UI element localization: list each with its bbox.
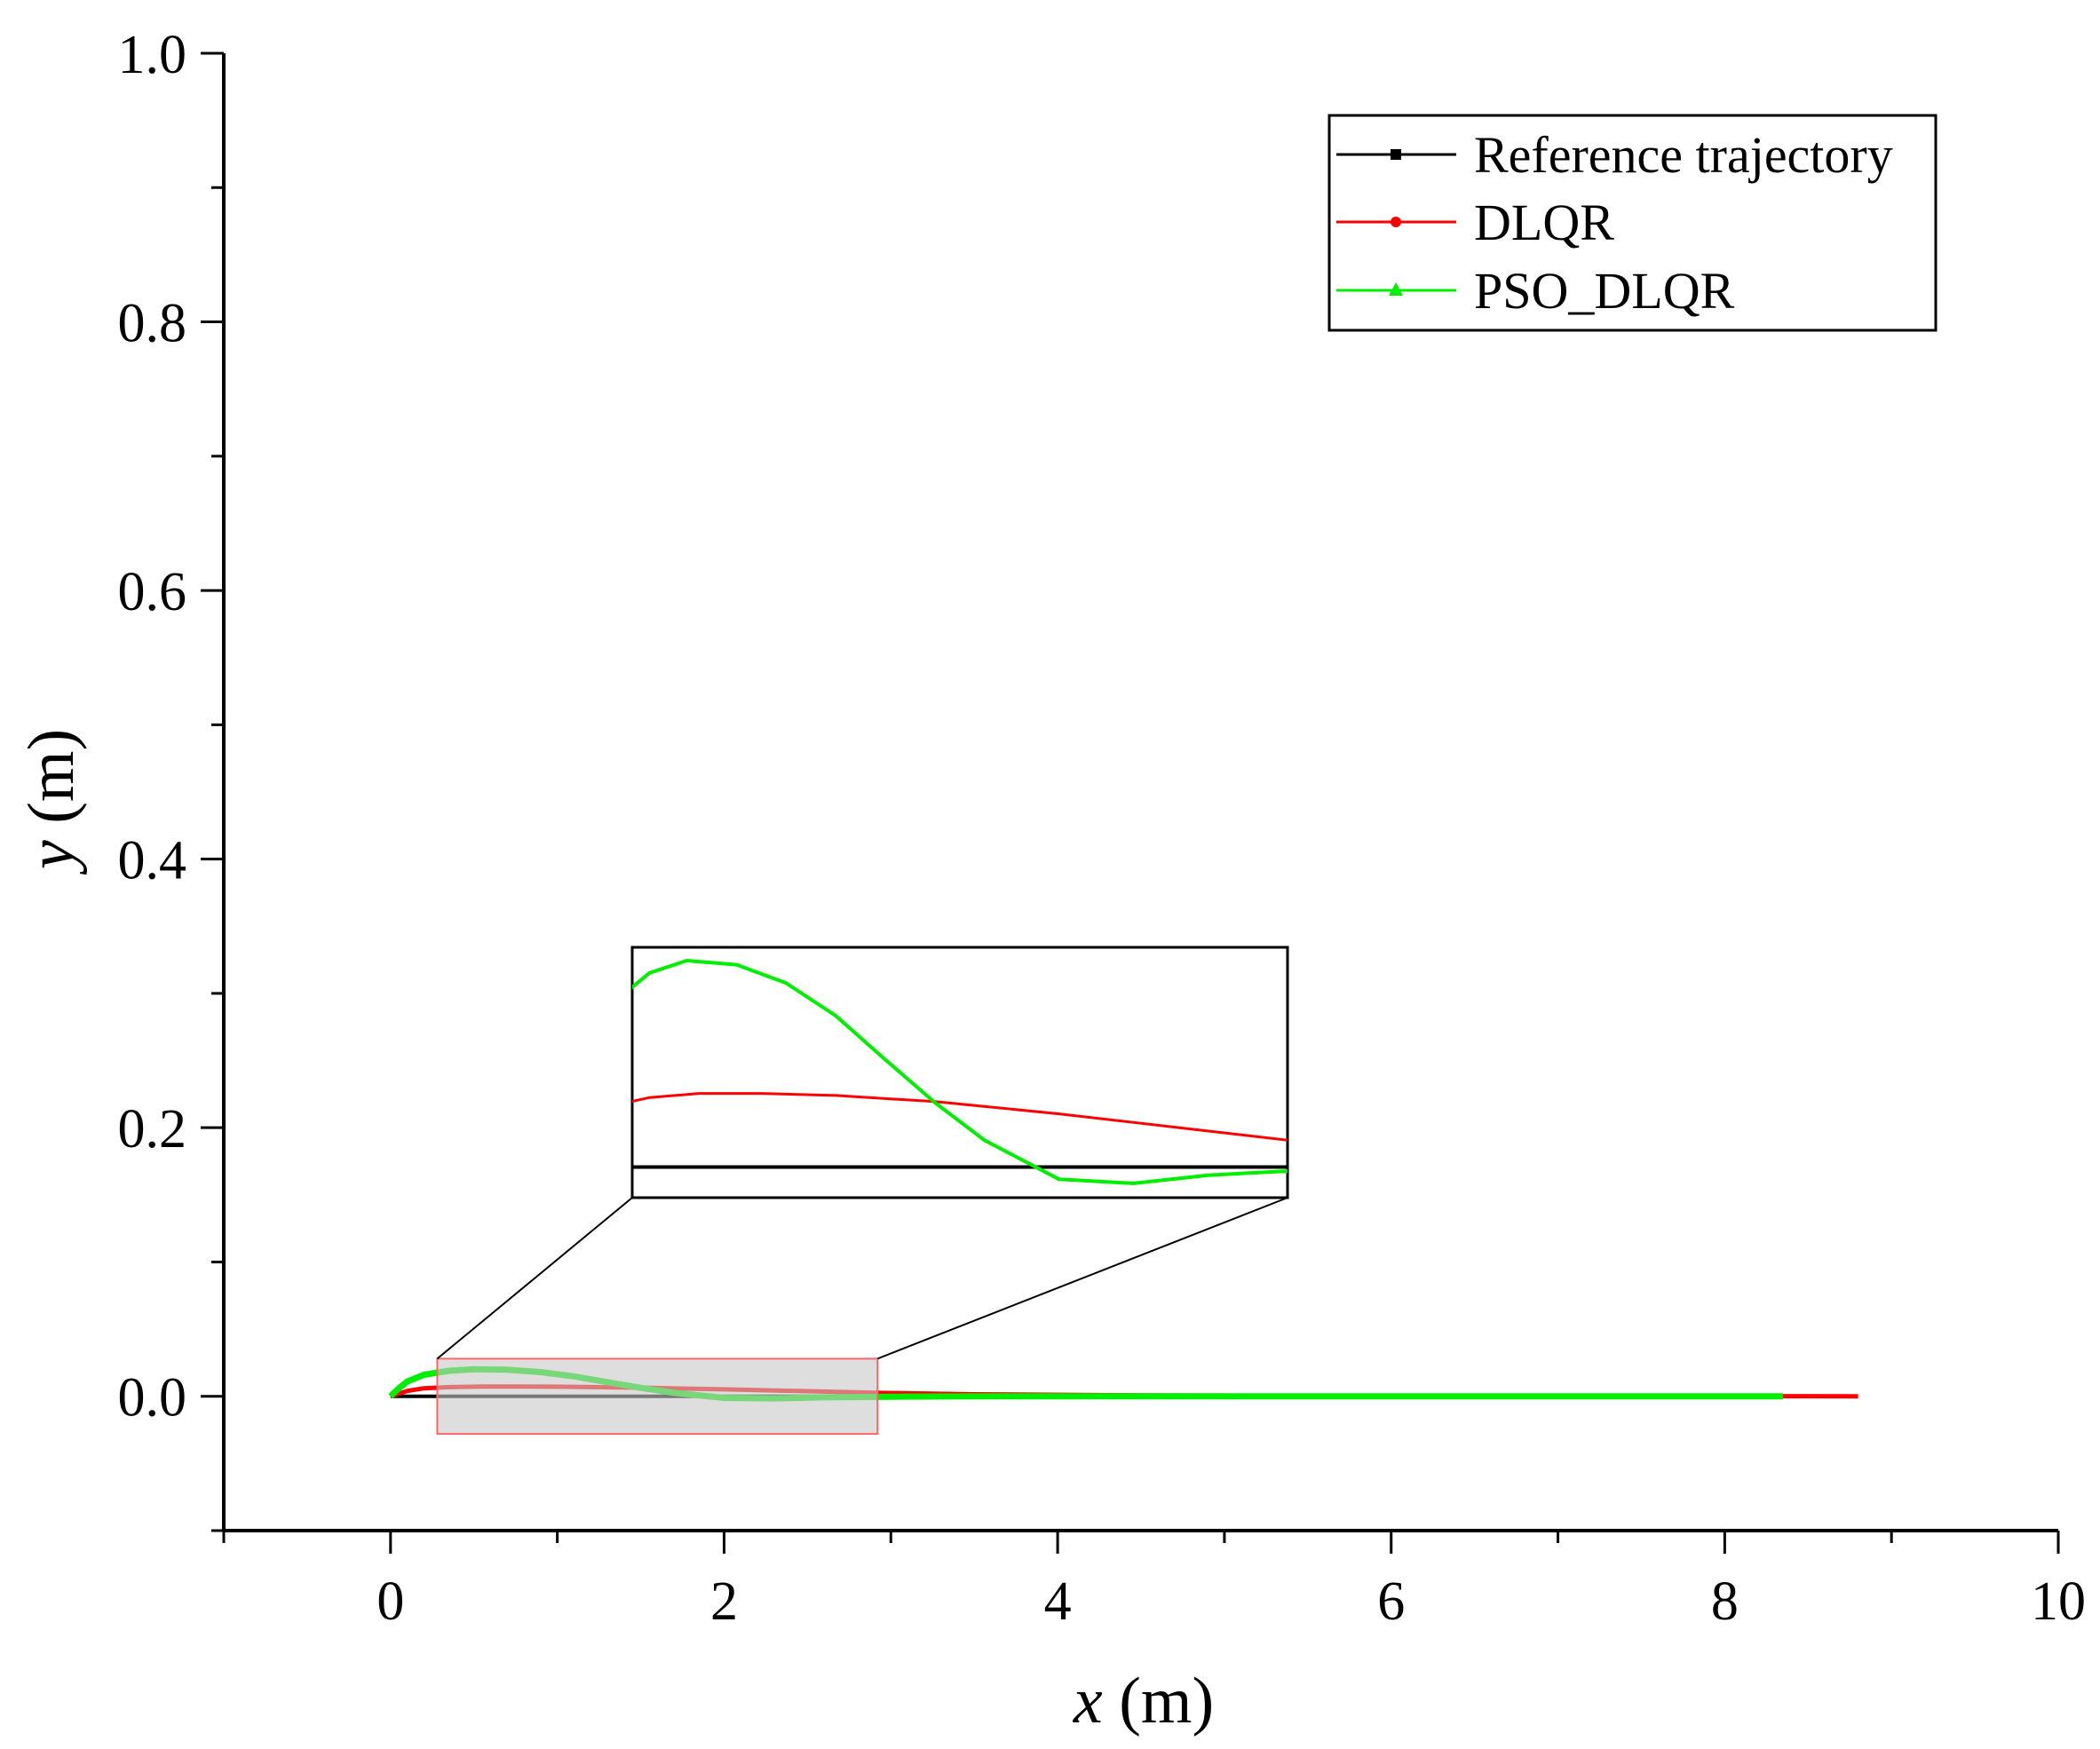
x-tick-label: 4 xyxy=(1044,1571,1072,1632)
legend-item-reference: Reference trajectory xyxy=(1336,126,1893,184)
x-tick-label: 10 xyxy=(2031,1571,2086,1632)
zoom-connector-right xyxy=(876,1197,1288,1360)
legend-label-reference: Reference trajectory xyxy=(1474,126,1893,184)
legend-item-dlqr: DLQR xyxy=(1336,194,1614,251)
inset-dlqr-line xyxy=(632,1092,1288,1142)
y-tick-label: 0.2 xyxy=(118,1099,187,1159)
y-tick-label: 0.6 xyxy=(118,562,187,622)
x-tick-label: 2 xyxy=(710,1571,738,1632)
legend-marker-dlqr xyxy=(1391,217,1401,227)
legend-marker-reference xyxy=(1391,149,1401,160)
y-tick-label: 0.0 xyxy=(118,1368,187,1428)
inset-series xyxy=(632,959,1288,1185)
y-tick-label: 0.8 xyxy=(118,294,187,354)
zoom-connector-left xyxy=(436,1197,633,1360)
x-tick-label: 6 xyxy=(1377,1571,1405,1632)
legend-item-pso-dlqr: PSO_DLQR xyxy=(1336,262,1735,320)
legend: Reference trajectory DLQR PSO_DLQR xyxy=(1327,114,1938,332)
y-tick-label: 1.0 xyxy=(118,25,187,85)
legend-marker-pso-dlqr xyxy=(1389,282,1403,296)
y-tick-label: 0.4 xyxy=(118,831,187,891)
x-axis-ticks: 0 2 4 6 8 10 xyxy=(222,1531,2086,1632)
zoom-region xyxy=(436,1357,879,1436)
axes xyxy=(222,53,2058,1532)
inset-pso-dlqr-line xyxy=(632,959,1288,1185)
y-axis-ticks: 0.0 0.2 0.4 0.6 0.8 1.0 xyxy=(118,25,224,1532)
x-axis-label: x (m) xyxy=(1073,1665,1214,1737)
inset-frame xyxy=(630,946,1289,1199)
x-tick-label: 8 xyxy=(1711,1571,1739,1632)
legend-label-dlqr: DLQR xyxy=(1474,194,1614,251)
x-tick-label: 0 xyxy=(376,1571,404,1632)
legend-label-pso-dlqr: PSO_DLQR xyxy=(1474,262,1735,320)
y-axis-label: y (m) xyxy=(15,729,88,875)
